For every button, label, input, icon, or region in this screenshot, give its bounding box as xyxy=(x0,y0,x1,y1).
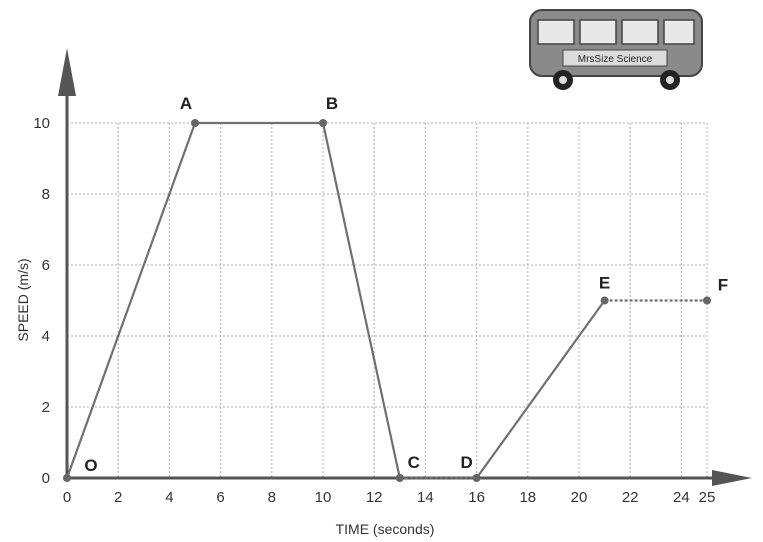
x-tick-label: 6 xyxy=(216,489,224,506)
x-axis-label: TIME (seconds) xyxy=(336,521,435,537)
bus-logo-text: MrsSize Science xyxy=(578,54,653,65)
point-label-A: A xyxy=(180,94,192,113)
y-tick-label: 8 xyxy=(42,186,50,203)
y-tick-label: 2 xyxy=(42,399,50,416)
x-tick-label: 20 xyxy=(571,489,588,506)
x-tick-label: 10 xyxy=(315,489,332,506)
y-tick-label: 6 xyxy=(42,257,50,274)
segment-B-C xyxy=(321,122,401,479)
point-label-B: B xyxy=(326,94,338,113)
x-tick-label: 16 xyxy=(468,489,485,506)
x-tick-label: 4 xyxy=(165,489,173,506)
y-axis-arrow xyxy=(58,48,76,96)
axes xyxy=(58,48,752,486)
x-tick-label: 14 xyxy=(417,489,434,506)
point-label-E: E xyxy=(599,274,610,293)
point-D xyxy=(472,474,481,482)
y-tick-label: 4 xyxy=(42,328,50,345)
point-F xyxy=(703,296,711,305)
segment-D-E xyxy=(475,299,606,479)
y-axis-label: SPEED (m/s) xyxy=(15,258,31,341)
x-tick-label: 18 xyxy=(519,489,536,506)
bus-icon: MrsSize Science xyxy=(529,9,703,90)
y-tick-label: 0 xyxy=(42,470,50,487)
series-line xyxy=(65,121,707,480)
segment-O-A xyxy=(65,122,197,479)
point-label-D: D xyxy=(460,453,472,472)
x-tick-label: 24 xyxy=(673,489,690,506)
point-A xyxy=(191,119,199,127)
point-E xyxy=(600,296,609,305)
x-tick-label: 22 xyxy=(622,489,639,506)
point-O xyxy=(63,474,71,482)
x-tick-label: 8 xyxy=(268,489,276,506)
data-points: O A B C D E F xyxy=(63,94,728,482)
x-tick-label: 0 xyxy=(63,489,71,506)
x-tick-label: 2 xyxy=(114,489,122,506)
x-tick-label: 25 xyxy=(699,489,716,506)
x-axis-arrow xyxy=(712,470,752,486)
point-B xyxy=(319,119,327,127)
x-tick-label: 12 xyxy=(366,489,383,506)
point-C xyxy=(395,474,404,482)
point-label-C: C xyxy=(408,453,420,472)
point-label-F: F xyxy=(718,276,728,295)
y-tick-label: 10 xyxy=(33,115,50,132)
point-label-O: O xyxy=(84,456,97,475)
